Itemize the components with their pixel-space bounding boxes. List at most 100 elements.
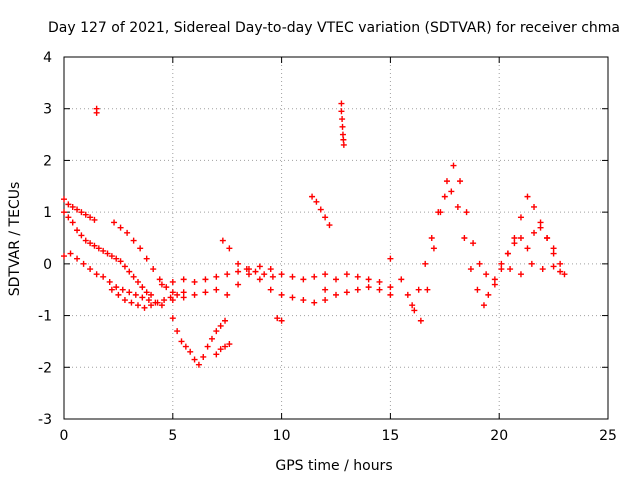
data-point: [504, 250, 511, 257]
data-point: [415, 286, 422, 293]
data-point: [87, 240, 94, 247]
data-point: [322, 297, 329, 304]
data-point: [354, 273, 361, 280]
data-point: [121, 297, 128, 304]
series-arc-afternoon: [322, 284, 394, 298]
data-point: [261, 271, 268, 278]
data-point: [544, 235, 551, 241]
data-point: [61, 196, 67, 203]
data-point: [311, 273, 318, 280]
data-point: [550, 263, 557, 270]
data-point: [150, 266, 157, 273]
y-tick-label: 1: [43, 205, 52, 221]
data-point: [191, 278, 198, 285]
data-point: [424, 286, 431, 293]
data-point: [87, 266, 94, 273]
data-point: [339, 123, 346, 130]
data-point: [256, 263, 263, 270]
data-point: [300, 297, 307, 304]
data-point: [333, 276, 339, 283]
data-point: [222, 343, 229, 350]
series-arc-mid-1: [158, 263, 329, 288]
data-point: [117, 258, 124, 265]
data-point: [428, 235, 435, 241]
data-point: [243, 266, 250, 273]
data-point: [93, 271, 100, 278]
series-arc-late-1: [485, 193, 557, 298]
data-point: [182, 343, 189, 350]
data-point: [141, 304, 148, 311]
plot-frame: [63, 56, 609, 420]
data-point: [226, 245, 233, 252]
data-point: [557, 260, 564, 267]
data-point: [491, 276, 498, 283]
data-point: [74, 206, 81, 213]
data-point: [91, 242, 98, 249]
data-point: [180, 276, 187, 283]
data-point: [100, 273, 107, 280]
data-point: [333, 291, 339, 298]
data-point: [517, 271, 524, 278]
data-point: [208, 335, 215, 342]
data-point: [148, 291, 155, 298]
data-point: [195, 361, 202, 368]
data-point: [435, 209, 442, 216]
data-point: [539, 266, 546, 273]
data-point: [343, 289, 350, 296]
data-point: [267, 286, 274, 293]
data-point: [338, 108, 345, 115]
series-arc-early-top: [61, 196, 98, 223]
data-point: [485, 291, 492, 298]
series-arc-early-low: [61, 250, 165, 309]
data-point: [202, 276, 209, 283]
data-point: [158, 302, 165, 309]
data-point: [61, 209, 67, 216]
data-point: [65, 201, 72, 208]
series-arc-late-3: [507, 260, 564, 278]
data-point: [93, 109, 100, 116]
x-tick-label: 10: [273, 428, 291, 444]
series-arc-afternoon-2: [333, 271, 394, 291]
data-point: [480, 302, 487, 309]
x-tick-label: 25: [599, 428, 617, 444]
data-point: [474, 286, 481, 293]
data-point: [422, 260, 429, 267]
y-tick-label: -3: [38, 412, 52, 428]
data-point: [117, 224, 124, 231]
data-point: [119, 286, 126, 293]
data-point: [130, 237, 137, 244]
data-point: [65, 214, 72, 221]
data-point: [550, 245, 557, 252]
data-point: [313, 198, 320, 205]
data-point: [139, 284, 146, 291]
data-point: [143, 255, 150, 262]
data-point: [213, 351, 220, 358]
axis-ticks: [63, 56, 609, 420]
data-point: [139, 294, 146, 301]
data-point: [511, 235, 518, 241]
data-point: [169, 297, 176, 304]
data-point: [467, 266, 474, 273]
data-point: [222, 317, 229, 324]
data-point: [524, 193, 531, 200]
data-point: [204, 343, 211, 350]
data-point: [322, 271, 329, 278]
data-point: [354, 286, 361, 293]
chart-title: Day 127 of 2021, Sidereal Day-to-day VTE…: [48, 20, 620, 36]
data-point: [74, 227, 81, 234]
data-point: [226, 341, 233, 348]
x-tick-label: 0: [60, 428, 69, 444]
data-point: [145, 297, 152, 304]
data-point: [213, 273, 220, 280]
data-point: [219, 237, 226, 244]
data-point: [180, 289, 187, 296]
data-point: [498, 260, 505, 267]
data-point: [174, 291, 181, 298]
data-point: [235, 260, 242, 267]
x-tick-labels: 0 5 10 15 20 25: [60, 428, 617, 444]
data-point: [491, 281, 498, 288]
series-arc-peak-2: [409, 188, 487, 309]
data-point: [278, 317, 285, 324]
data-point: [224, 291, 231, 298]
data-point: [511, 240, 518, 247]
